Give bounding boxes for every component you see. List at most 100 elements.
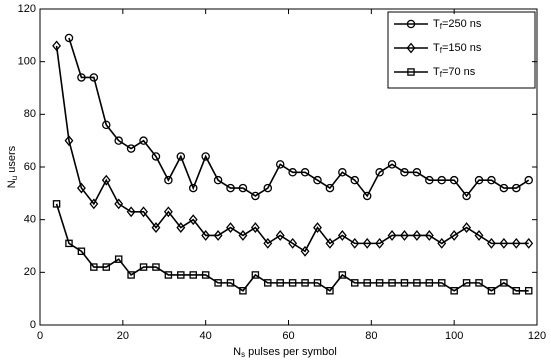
marker xyxy=(474,230,484,241)
marker xyxy=(375,168,384,177)
marker xyxy=(288,168,297,177)
marker xyxy=(474,175,484,185)
marker xyxy=(325,183,335,193)
marker xyxy=(226,222,235,233)
marker xyxy=(77,73,86,82)
legend-text: T xyxy=(433,42,440,54)
marker xyxy=(412,230,422,241)
marker xyxy=(188,183,198,193)
marker xyxy=(400,230,409,241)
marker xyxy=(406,42,416,54)
legend-sub: f xyxy=(440,70,443,79)
marker xyxy=(89,73,99,82)
marker xyxy=(102,120,111,130)
marker xyxy=(164,271,173,279)
marker xyxy=(251,271,260,279)
marker xyxy=(177,271,185,279)
marker xyxy=(275,160,285,169)
legend-sub: f xyxy=(440,22,443,31)
marker xyxy=(251,191,260,201)
marker xyxy=(76,182,86,194)
marker xyxy=(524,175,533,185)
series-line xyxy=(55,203,529,292)
marker xyxy=(139,206,148,218)
marker xyxy=(213,230,223,241)
marker xyxy=(326,287,334,295)
marker xyxy=(400,279,409,287)
marker xyxy=(524,237,534,249)
marker xyxy=(139,136,148,145)
marker xyxy=(163,206,173,218)
marker xyxy=(362,237,372,249)
marker xyxy=(126,206,136,218)
marker xyxy=(89,198,99,210)
marker xyxy=(437,237,447,249)
marker xyxy=(238,230,248,241)
legend-text: T xyxy=(433,18,440,30)
marker xyxy=(214,279,222,287)
marker xyxy=(511,237,521,249)
marker xyxy=(263,183,273,193)
marker xyxy=(337,230,347,241)
marker xyxy=(487,287,496,295)
marker xyxy=(487,237,496,249)
marker xyxy=(151,152,161,161)
marker xyxy=(114,136,123,145)
legend-text: T xyxy=(433,66,440,78)
marker xyxy=(400,168,409,177)
marker xyxy=(276,279,284,287)
y-tick-label: 20 xyxy=(24,266,36,278)
marker xyxy=(301,279,309,287)
y-tick-label: 60 xyxy=(24,161,36,173)
marker xyxy=(101,174,111,186)
marker xyxy=(77,247,86,256)
legend-sub: f xyxy=(440,46,443,55)
marker xyxy=(437,175,446,185)
marker xyxy=(499,183,509,193)
y-tick-label: 120 xyxy=(18,3,36,15)
marker xyxy=(188,214,198,226)
marker xyxy=(424,230,434,241)
x-tick-label: 120 xyxy=(528,330,546,342)
marker xyxy=(64,135,74,147)
x-tick-label: 80 xyxy=(365,330,377,342)
x-tick-label: 20 xyxy=(117,330,129,342)
marker xyxy=(512,287,521,295)
marker xyxy=(313,175,322,185)
legend-label: Tf=150 ns xyxy=(433,42,482,55)
marker xyxy=(114,198,124,210)
marker xyxy=(413,279,421,287)
x-label-sub: s xyxy=(241,350,245,359)
y-label-rest: users xyxy=(6,145,18,175)
marker xyxy=(425,279,434,287)
marker xyxy=(338,168,347,177)
marker xyxy=(288,237,298,249)
x-label-rest: pulses per symbol xyxy=(245,346,337,358)
x-tick-label: 100 xyxy=(445,330,463,342)
marker xyxy=(387,230,397,241)
legend-text: =70 ns xyxy=(442,66,476,78)
marker xyxy=(176,222,186,233)
marker xyxy=(449,230,459,241)
marker xyxy=(313,279,322,287)
marker xyxy=(201,271,210,279)
x-tick-label: 0 xyxy=(37,330,43,342)
marker xyxy=(201,230,211,241)
marker xyxy=(351,279,359,287)
legend-label: Tf=70 ns xyxy=(433,66,476,79)
marker xyxy=(512,183,521,193)
marker xyxy=(189,271,197,279)
y-tick-label: 100 xyxy=(18,56,36,68)
marker xyxy=(264,279,272,287)
marker xyxy=(362,191,372,201)
marker xyxy=(64,33,74,43)
marker xyxy=(300,245,310,257)
marker xyxy=(52,40,62,52)
marker xyxy=(102,263,111,271)
x-axis-label: Ns pulses per symbol xyxy=(233,346,337,359)
marker xyxy=(462,222,472,233)
marker xyxy=(500,279,508,287)
y-label-sub: u xyxy=(10,176,19,180)
marker xyxy=(462,191,471,201)
